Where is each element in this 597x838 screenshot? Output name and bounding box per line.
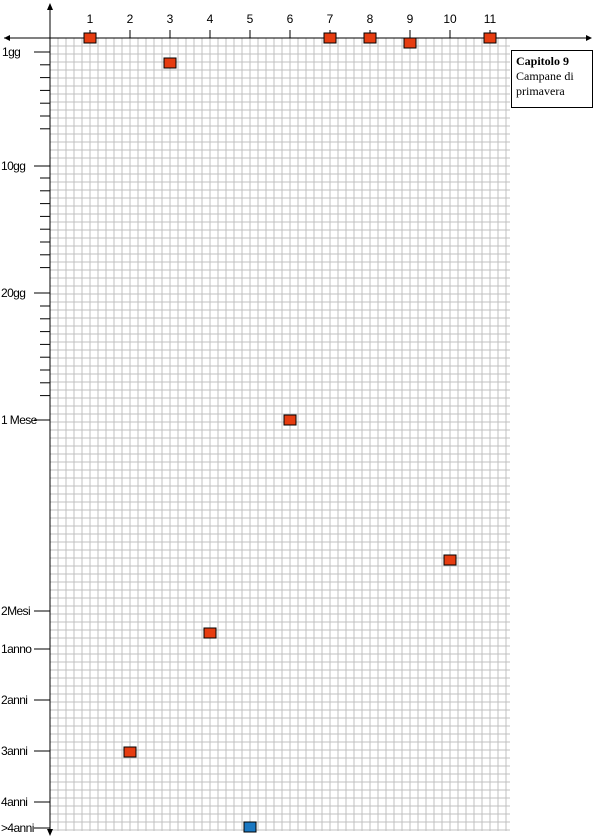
x-tick-labels: 1 2 3 4 5 6 7 8 9 10 11 bbox=[87, 12, 497, 38]
x-tick-label: 1 bbox=[87, 12, 94, 26]
x-tick-label: 8 bbox=[367, 12, 374, 26]
grid bbox=[49, 37, 510, 831]
y-tick-label: 2Mesi bbox=[1, 604, 30, 618]
x-tick-label: 3 bbox=[167, 12, 174, 26]
y-tick-label: 4anni bbox=[1, 795, 27, 809]
x-axis-arrow-left bbox=[4, 35, 10, 41]
data-point-marker bbox=[83, 32, 97, 44]
data-point-marker bbox=[323, 32, 337, 44]
x-axis-arrow-right bbox=[586, 35, 592, 41]
data-point-marker bbox=[443, 554, 457, 566]
y-tick-label: 10gg bbox=[1, 159, 25, 173]
x-tick-label: 5 bbox=[247, 12, 254, 26]
data-point-marker bbox=[123, 746, 137, 758]
y-tick-label: 1anno bbox=[1, 642, 32, 656]
x-tick-label: 10 bbox=[443, 12, 457, 26]
data-point-marker bbox=[403, 37, 417, 49]
y-tick-label: 1gg bbox=[2, 45, 20, 59]
x-tick-label: 4 bbox=[207, 12, 214, 26]
data-point-marker bbox=[243, 821, 257, 833]
y-axis-arrow-bottom bbox=[47, 829, 53, 836]
chapter-title: Capitolo 9 bbox=[516, 54, 570, 68]
y-tick-labels: 1gg 10gg 20gg 1 Mese 2Mesi 1anno 2anni 3anni 4an… bbox=[1, 45, 50, 835]
y-tick-label: 1 Mese bbox=[1, 413, 38, 427]
y-tick-label: 3anni bbox=[1, 744, 27, 758]
chapter-subtitle: Campane di primavera bbox=[516, 69, 574, 98]
y-tick-label: 2anni bbox=[1, 693, 27, 707]
data-point-marker bbox=[203, 627, 217, 639]
data-point-marker bbox=[283, 414, 297, 426]
chapter-info-box: Capitolo 9 Campane di primavera bbox=[511, 50, 593, 108]
x-tick-label: 2 bbox=[127, 12, 134, 26]
x-tick-label: 6 bbox=[287, 12, 294, 26]
data-points bbox=[83, 32, 497, 833]
y-tick-label: >4anni bbox=[1, 821, 34, 835]
data-point-marker bbox=[163, 57, 177, 69]
x-tick-label: 9 bbox=[407, 12, 414, 26]
y-tick-label: 20gg bbox=[1, 286, 25, 300]
x-tick-label: 11 bbox=[484, 12, 497, 26]
x-tick-label: 7 bbox=[327, 12, 334, 26]
y-axis-arrow-top bbox=[47, 3, 53, 10]
data-point-marker bbox=[363, 32, 377, 44]
data-point-marker bbox=[483, 32, 497, 44]
